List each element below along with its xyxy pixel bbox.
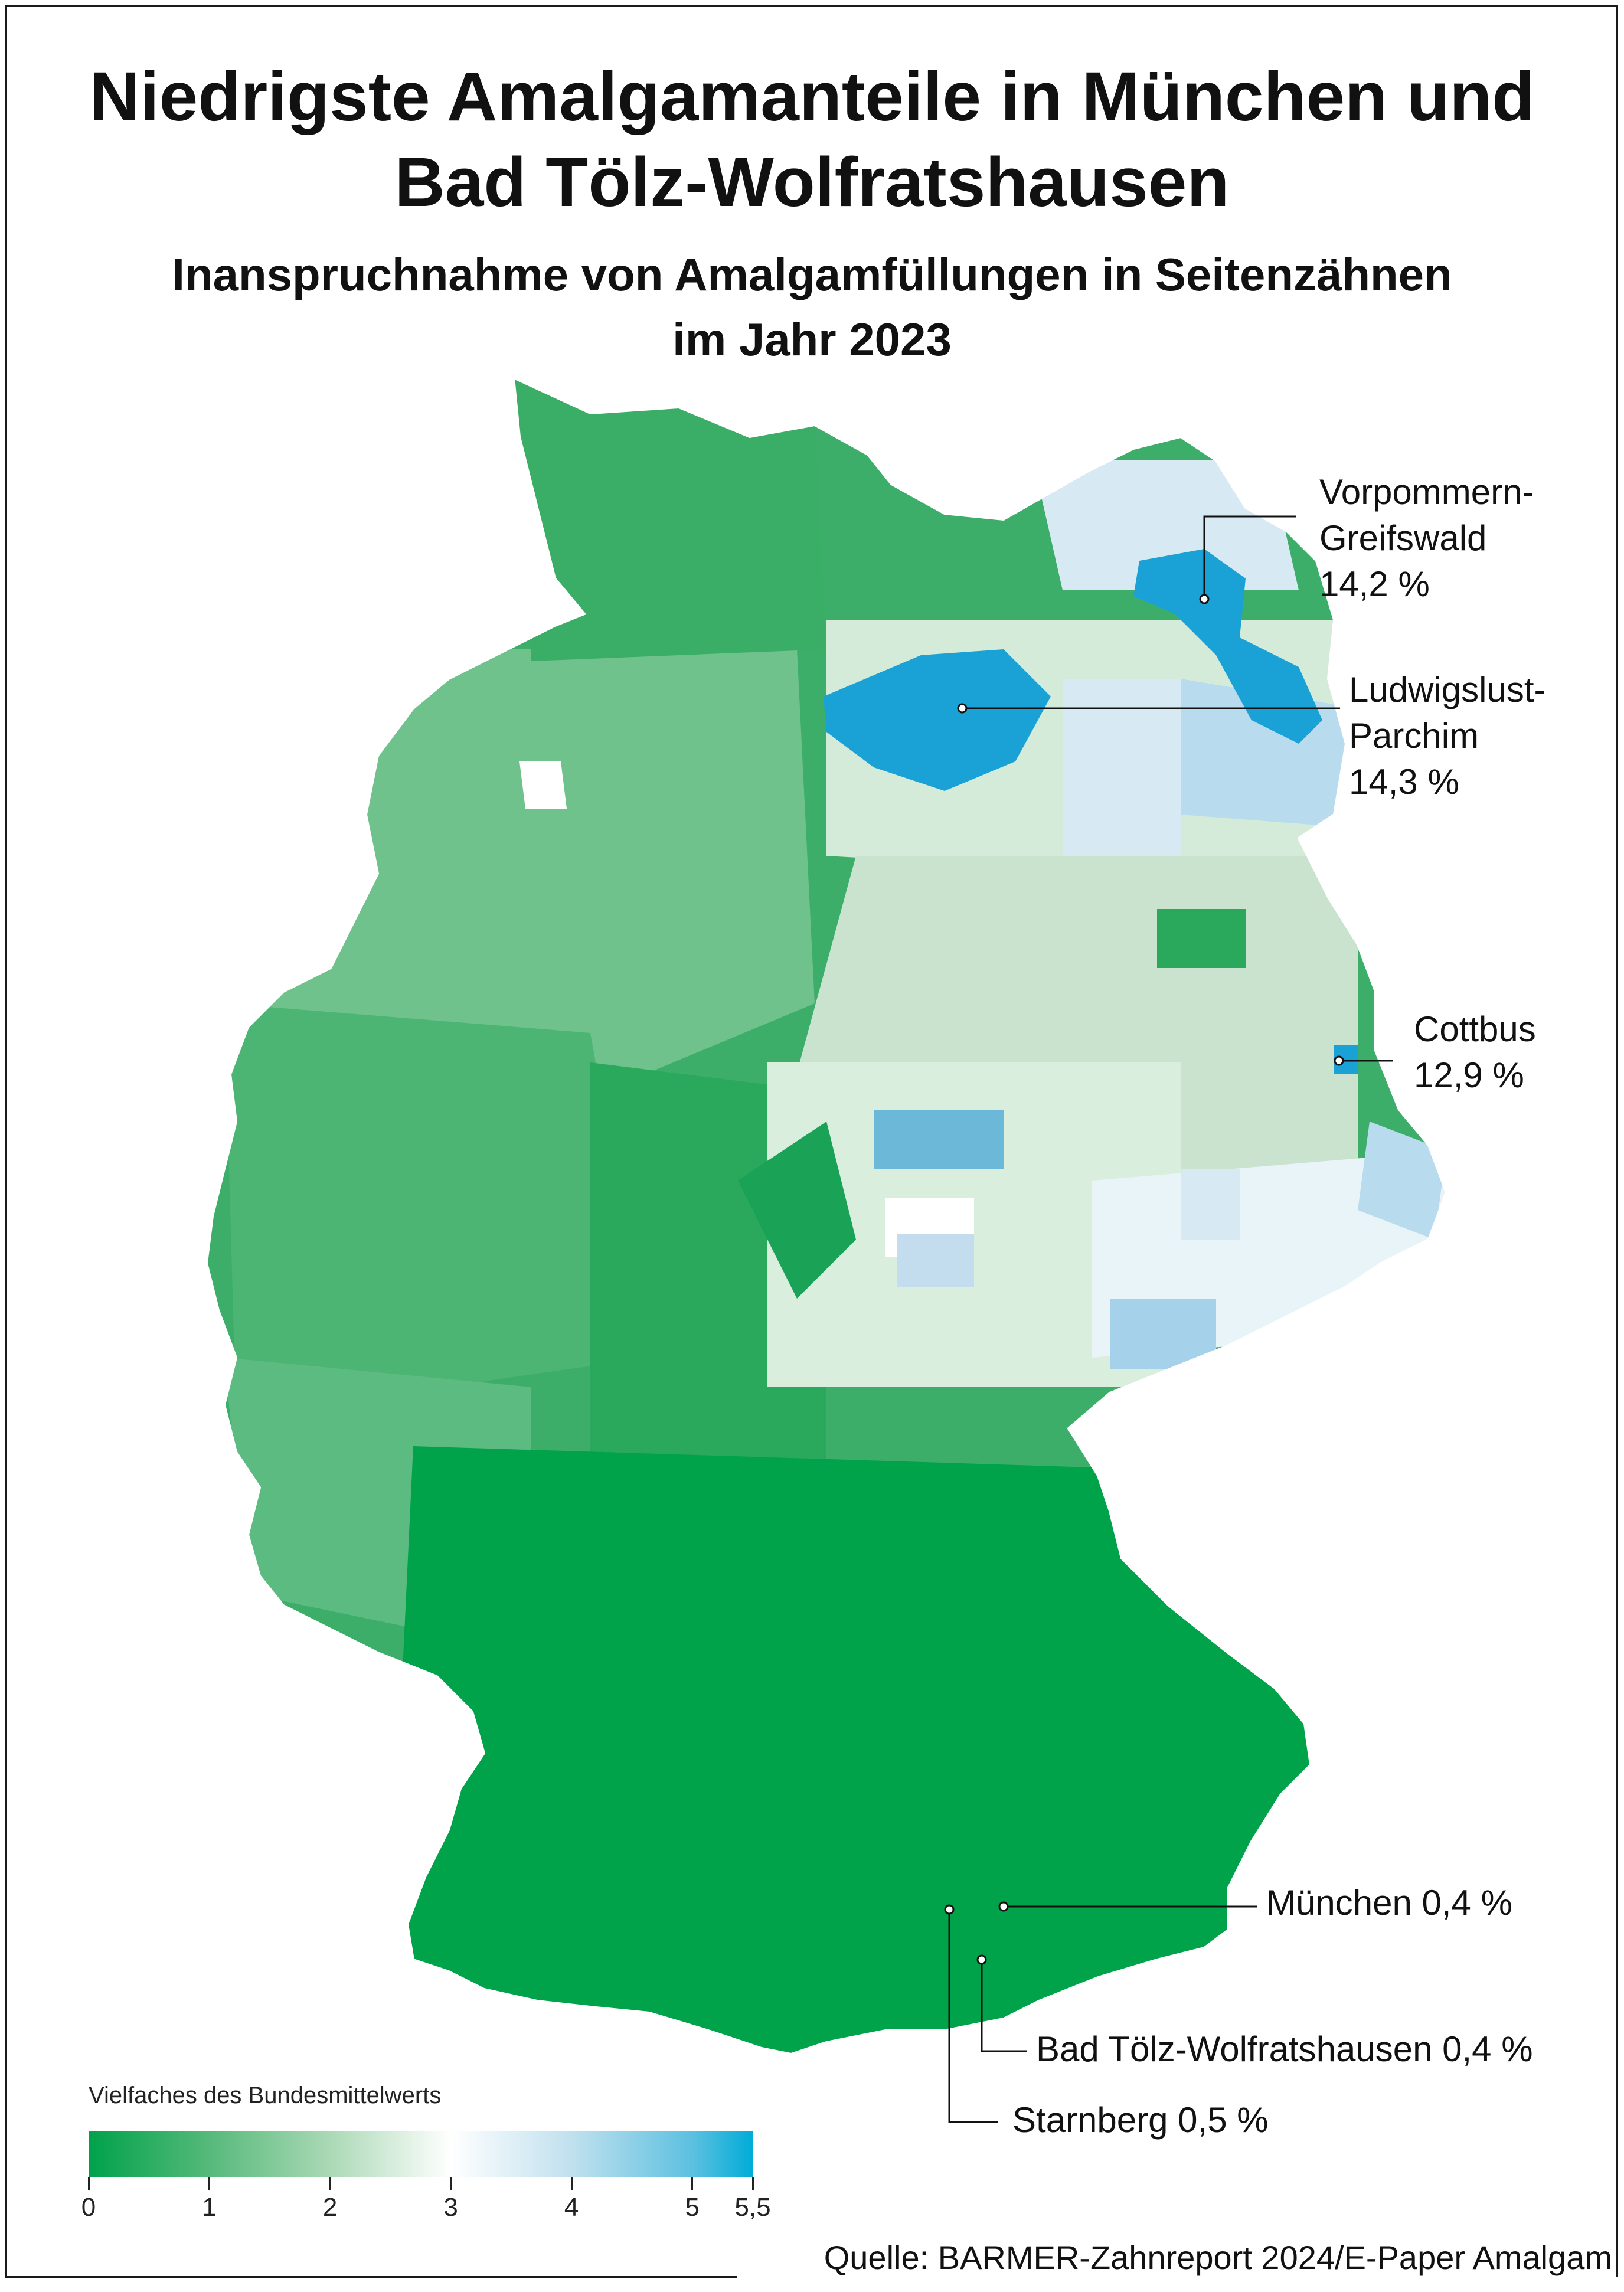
region-nordrhein-westfalen	[224, 1003, 649, 1417]
legend-tick-label: 4	[564, 2193, 579, 2222]
legend-tick-mark	[87, 2177, 90, 2190]
annotation-badtoelz: Bad Tölz-Wolfratshausen 0,4 %	[1036, 2029, 1533, 2069]
legend-tick-mark	[570, 2177, 573, 2190]
legend-tick-label: 0	[81, 2193, 96, 2222]
region-goerlitz	[1358, 1122, 1446, 1240]
region-spree-neisse	[1181, 1169, 1240, 1240]
region-jena	[897, 1234, 974, 1287]
region-vorpommern-greifswald	[1133, 549, 1322, 744]
legend-title: Vielfaches des Bundesmittelwerts	[89, 2082, 442, 2108]
region-schleswig-holstein	[514, 378, 826, 661]
region-nordhausen	[874, 1110, 1004, 1169]
page-subtitle: Inanspruchnahme von Amalgamfüllungen in …	[172, 249, 1452, 365]
annotation-leaders	[948, 515, 1393, 2123]
annotation-vorpommern: Vorpommern- Greifswald 14,2 %	[1319, 472, 1534, 604]
legend-tick-label: 5	[685, 2193, 700, 2222]
legend-tick-mark	[329, 2177, 331, 2190]
legend-tick-label: 3	[443, 2193, 458, 2222]
region-erzgebirge	[1110, 1299, 1216, 1369]
region-mecklenburgische-seenplatte	[1063, 679, 1181, 856]
annotation-ludwigslust: Ludwigslust- Parchim 14,3 %	[1349, 670, 1546, 802]
region-ludwigslust-parchim	[824, 649, 1051, 791]
legend-tick-mark	[691, 2177, 694, 2190]
frame-bottom-line	[5, 2276, 737, 2278]
region-ruegen	[1033, 460, 1299, 590]
region-bayern-bw	[384, 1446, 1358, 2054]
legend-tick-mark	[450, 2177, 452, 2190]
annotation-cottbus: Cottbus 12,9 %	[1414, 1009, 1536, 1095]
region-eichsfeld	[738, 1122, 856, 1299]
annotation-muenchen: München 0,4 %	[1266, 1883, 1512, 1922]
region-bremen	[519, 761, 567, 809]
page-title: Niedrigste Amalgamanteile in München und…	[89, 58, 1535, 221]
legend-tick-label: 5,5	[734, 2193, 771, 2222]
legend-tick-mark	[208, 2177, 211, 2190]
source-credit: Quelle: BARMER-Zahnreport 2024/E-Paper A…	[824, 2239, 1612, 2276]
figure-frame	[5, 5, 1618, 2277]
region-cottbus	[1334, 1045, 1358, 1074]
annotation-starnberg: Starnberg 0,5 %	[1012, 2100, 1269, 2140]
legend-tick-label: 2	[322, 2193, 338, 2222]
legend-tick-label: 1	[202, 2193, 217, 2222]
region-berlin	[1157, 909, 1246, 968]
legend-tick-mark	[751, 2177, 754, 2190]
legend-color-bar	[89, 2131, 753, 2177]
annotation-markers	[944, 594, 1344, 1965]
